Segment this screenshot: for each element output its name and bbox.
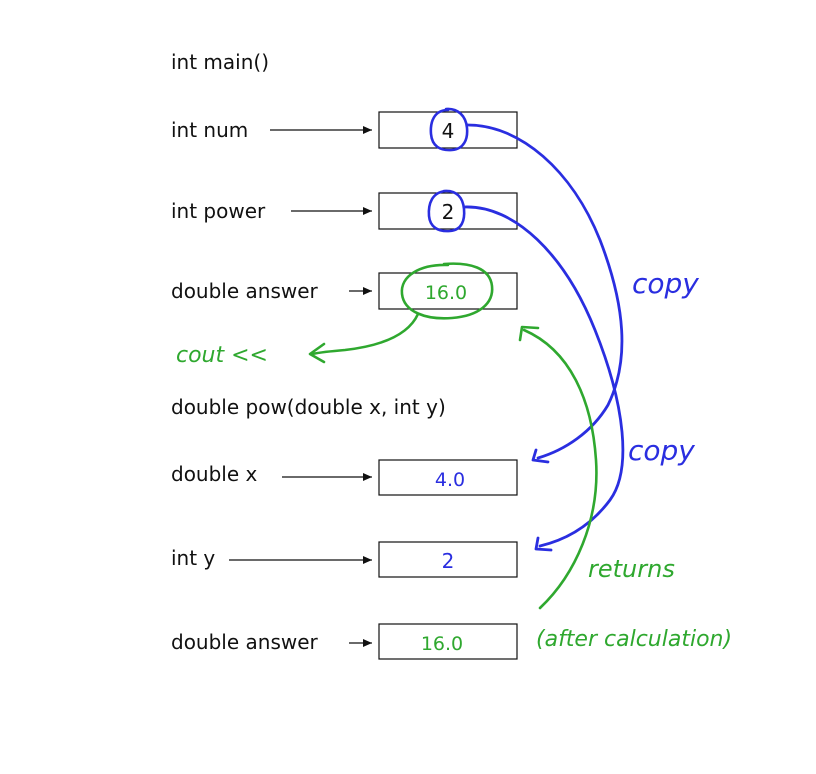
copy-arrow-num [466,123,624,460]
value-answer-main: 16.0 [425,282,467,304]
cout-arrowhead [308,342,326,364]
var-label-answer-main: double answer [171,279,318,303]
returns-label: returns [588,555,675,583]
copy-arrowhead-num [531,448,550,464]
box-y [378,541,518,578]
var-label-num: int num [171,118,249,142]
param-label-y: int y [171,546,216,570]
value-y: 2 [442,549,455,573]
after-calculation-label: (after calculation) [536,627,732,652]
copy-label-2: copy [628,434,695,467]
box-power [378,192,518,230]
box-answer-pow [378,623,518,660]
box-answer-main [378,272,518,310]
param-label-answer-pow: double answer [171,630,318,654]
value-x: 4.0 [435,469,465,491]
returns-arrow [522,328,598,610]
copy-label-1: copy [632,267,699,300]
value-answer-pow: 16.0 [421,633,463,655]
main-header: int main() [171,50,270,74]
circle-power [427,189,466,233]
copy-arrowhead-power [534,536,553,552]
returns-arrowhead [518,325,540,342]
cout-label: cout << [176,343,268,368]
pow-header: double pow(double x, int y) [171,395,446,419]
value-power: 2 [442,200,455,224]
cout-arrow [310,312,420,356]
box-x [378,459,518,496]
box-num [378,111,518,149]
value-num: 4 [442,119,455,143]
circle-answer-main [400,262,494,320]
copy-arrow-power [462,205,625,548]
param-label-x: double x [171,462,258,486]
circle-num [429,107,469,152]
var-label-power: int power [171,199,266,223]
